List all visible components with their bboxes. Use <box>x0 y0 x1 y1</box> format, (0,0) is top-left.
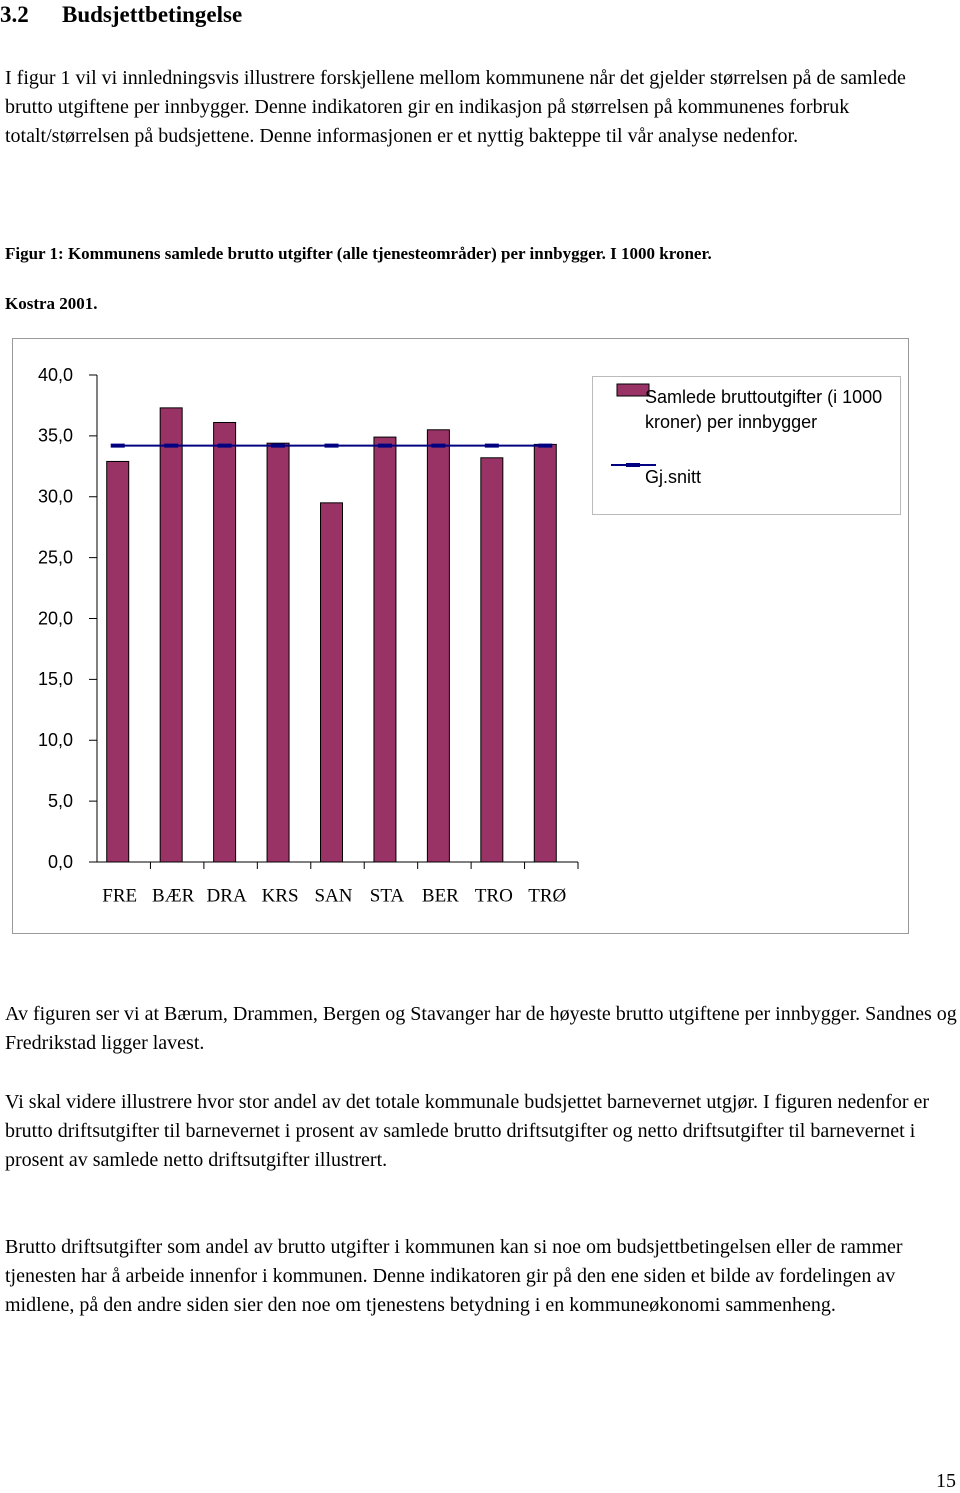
legend-swatch <box>616 383 650 397</box>
legend-label-line: kroner) per innbygger <box>645 412 817 432</box>
x-tick-label: SAN <box>314 885 352 906</box>
y-tick-label: 25,0 <box>38 547 73 567</box>
x-tick-label: BÆR <box>152 885 195 906</box>
x-tick-label: STA <box>370 885 405 906</box>
y-tick-label: 5,0 <box>48 791 73 811</box>
legend-box <box>592 376 901 515</box>
legend-label-line: Samlede bruttoutgifter (i 1000 <box>645 387 882 407</box>
heading-title: Budsjettbetingelse <box>62 2 243 27</box>
chart: 0,0 5,0 10,0 15,0 20,0 25,0 30,0 35,0 40,0 FRE BÆR… <box>12 338 909 934</box>
paragraph: Brutto driftsutgifter som andel av brutt… <box>5 1236 903 1316</box>
chart-frame <box>12 338 909 934</box>
y-tick-label: 40,0 <box>38 365 73 385</box>
y-tick-label: 0,0 <box>48 852 73 872</box>
caption: Figur 1: Kommunens samlede brutto utgift… <box>5 244 712 263</box>
x-tick-label: TRØ <box>528 885 566 906</box>
bar <box>533 443 557 863</box>
bar <box>426 429 450 863</box>
y-tick-label: 15,0 <box>38 669 73 689</box>
bar <box>480 457 504 863</box>
y-tick-label: 30,0 <box>38 487 73 507</box>
y-tick-label: 35,0 <box>38 426 73 446</box>
bar <box>106 460 130 863</box>
heading: 3.2 Budsjettbetingelse <box>0 0 242 30</box>
bar <box>373 436 397 863</box>
y-tick-label: 10,0 <box>38 730 73 750</box>
legend-label-line: Gj.snitt <box>645 467 701 487</box>
x-tick-label: KRS <box>262 885 299 906</box>
y-tick-label: 20,0 <box>38 608 73 628</box>
x-tick-label: TRO <box>475 885 513 906</box>
bar <box>320 502 343 863</box>
paragraph: I figur 1 vil vi innledningsvis illustre… <box>5 67 906 147</box>
x-tick-label: BER <box>422 885 459 906</box>
legend-label: Gj.snitt <box>645 467 701 487</box>
x-tick-label: DRA <box>207 885 247 906</box>
caption: Kostra 2001. <box>5 294 98 313</box>
legend-label: Samlede bruttoutgifter (i 1000 kroner) pe… <box>645 387 882 432</box>
x-tick-label: FRE <box>102 885 137 906</box>
paragraph: Vi skal videre illustrere hvor stor ande… <box>5 1091 930 1171</box>
bar <box>159 407 183 863</box>
bar <box>266 442 290 863</box>
paragraph: Av figuren ser vi at Bærum, Drammen, Ber… <box>5 1003 957 1054</box>
page-number: 15 <box>936 1470 956 1492</box>
bar <box>213 421 237 863</box>
heading-number: 3.2 <box>0 2 29 27</box>
